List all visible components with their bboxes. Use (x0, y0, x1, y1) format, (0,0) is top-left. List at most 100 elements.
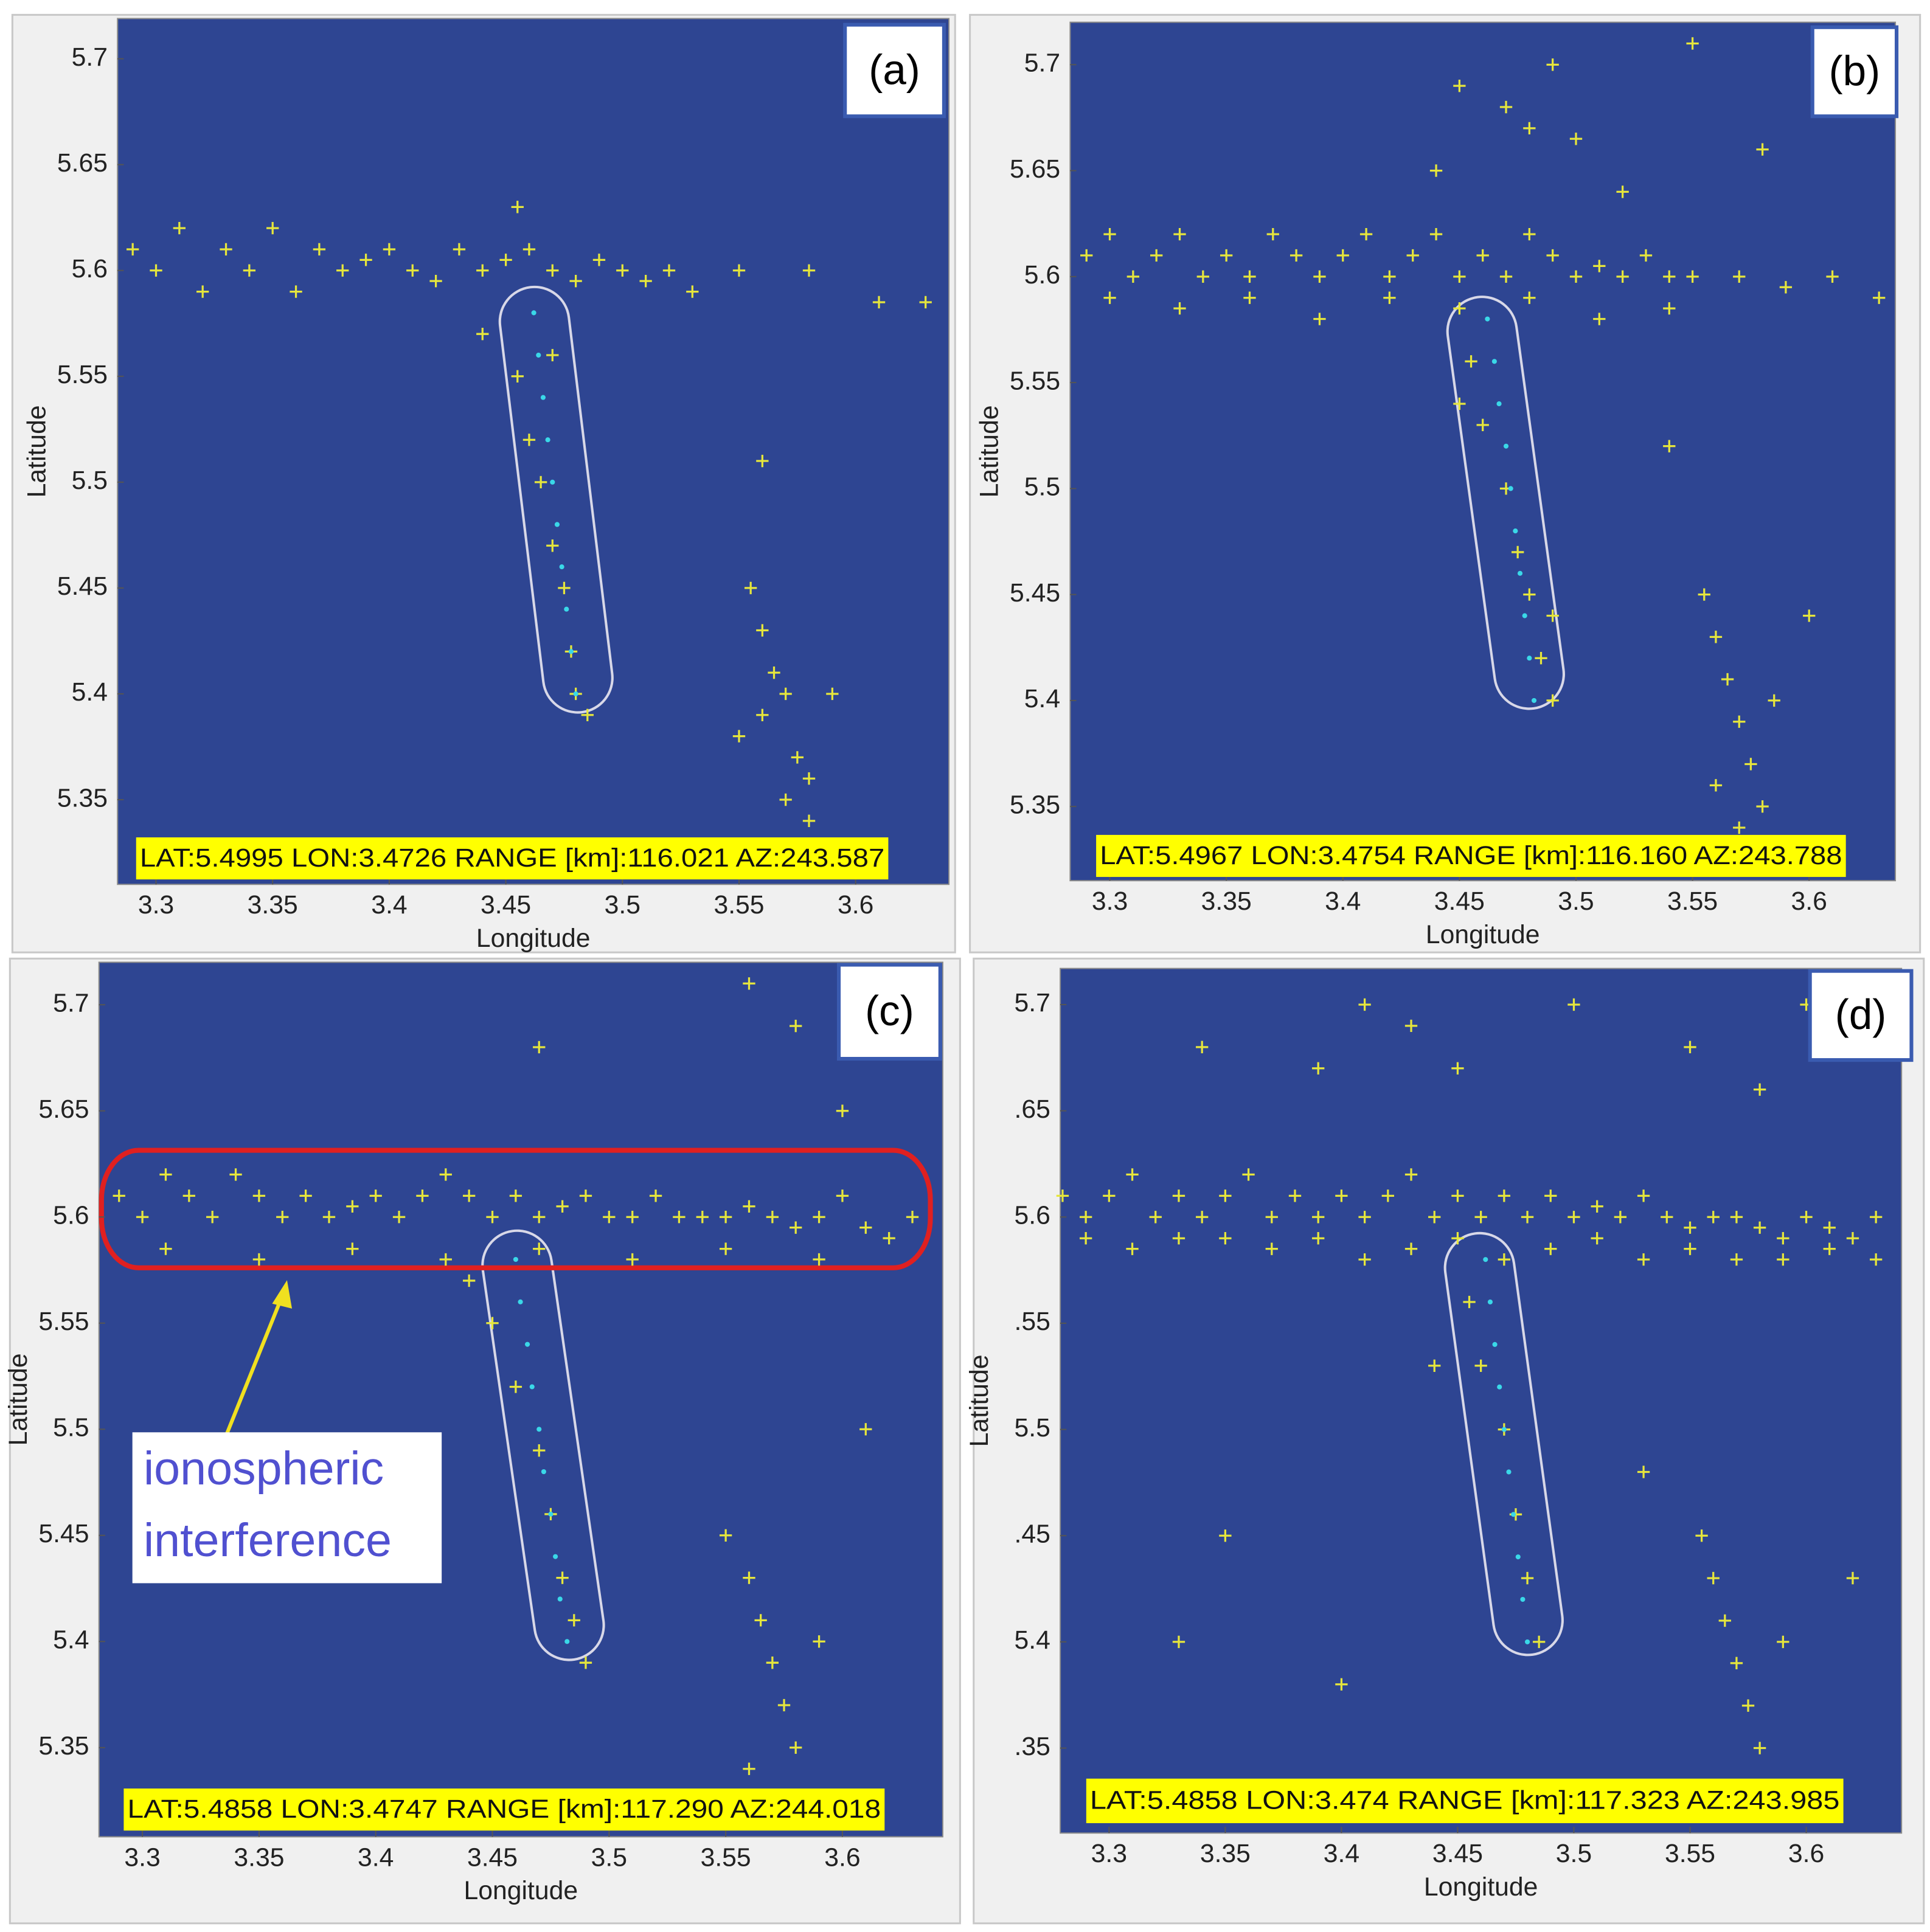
x-tick-label: 3.35 (1200, 1839, 1251, 1868)
plus-marker (719, 1242, 732, 1255)
plus-marker (662, 264, 676, 277)
plus-marker (1523, 588, 1536, 601)
plus-marker (754, 1614, 767, 1627)
plus-marker (1079, 1211, 1092, 1224)
plus-marker (568, 1614, 580, 1627)
dot-marker (1522, 613, 1527, 618)
x-axis-label: Longitude (476, 924, 591, 953)
plus-marker (603, 1211, 616, 1224)
plus-marker (1451, 1232, 1464, 1245)
dot-marker (541, 1469, 546, 1475)
plus-marker (1733, 821, 1746, 834)
x-tick-label: 3.5 (1558, 887, 1594, 916)
dot-marker (557, 1596, 563, 1602)
dot-marker (548, 1511, 554, 1517)
x-tick-label: 3.55 (1665, 1839, 1715, 1868)
plus-marker (1569, 133, 1583, 145)
y-tick-label: 5.45 (1010, 578, 1060, 608)
plus-marker (1546, 58, 1559, 71)
plus-marker (732, 264, 746, 277)
dot-marker (1491, 359, 1497, 364)
plus-marker (1733, 270, 1746, 283)
info-text: LAT:5.4858 LON:3.4747 RANGE [km]:117.290… (128, 1795, 881, 1824)
plus-marker (196, 285, 209, 298)
plus-marker (1709, 631, 1723, 643)
plus-marker (1695, 1529, 1708, 1542)
plus-marker (1826, 270, 1839, 283)
plus-marker (1173, 227, 1186, 241)
plus-marker (1103, 227, 1116, 241)
x-tick-label: 3.45 (481, 890, 531, 919)
plus-marker (533, 1242, 546, 1255)
plus-marker (872, 296, 886, 309)
dot-marker (1515, 1554, 1521, 1560)
plus-marker (369, 1189, 382, 1202)
y-tick-label: 5.35 (38, 1731, 89, 1761)
y-tick-label: 5.7 (72, 43, 108, 72)
y-tick-label: 5.55 (57, 360, 108, 389)
dot-marker (1497, 1384, 1502, 1390)
plus-marker (1593, 260, 1606, 272)
plus-marker (1498, 1253, 1511, 1266)
plus-marker (439, 1253, 452, 1266)
plus-marker (1079, 1232, 1092, 1245)
dot-marker (531, 310, 536, 316)
y-tick-label: 5.5 (53, 1413, 89, 1442)
plus-marker (499, 254, 512, 266)
track-inner (501, 288, 611, 712)
plus-marker (159, 1242, 172, 1255)
y-tick-label: .55 (1014, 1307, 1050, 1336)
info-box (1096, 834, 1846, 878)
plus-marker (1800, 1211, 1813, 1224)
plus-marker (790, 1019, 802, 1033)
plus-marker (1453, 80, 1466, 92)
plus-marker (476, 328, 489, 341)
y-tick-label: 5.7 (1024, 49, 1060, 78)
plus-marker (546, 539, 559, 552)
plus-marker (511, 370, 524, 383)
plus-marker (1453, 302, 1466, 315)
plus-marker (1523, 122, 1536, 135)
plus-marker (1684, 1221, 1696, 1234)
plus-marker (626, 1253, 639, 1266)
plus-marker (1242, 1168, 1255, 1181)
plus-marker (790, 1741, 802, 1754)
plus-marker (1873, 291, 1886, 304)
plus-marker (534, 476, 547, 489)
plus-marker (1686, 270, 1699, 283)
plus-marker (719, 1529, 732, 1542)
plus-marker (1709, 779, 1723, 792)
plus-marker (1149, 1211, 1162, 1224)
plus-marker (1056, 1189, 1069, 1202)
plus-marker (1777, 1253, 1789, 1266)
plus-marker (462, 1189, 476, 1202)
plus-marker (1663, 270, 1676, 283)
plus-marker (290, 285, 302, 298)
plus-marker (1777, 1635, 1789, 1649)
plus-marker (1523, 227, 1536, 241)
plus-marker (1219, 1529, 1232, 1542)
plus-marker (1126, 270, 1140, 283)
plus-marker (276, 1211, 289, 1224)
dot-marker (564, 606, 569, 612)
plus-marker (1313, 313, 1326, 325)
plus-marker (743, 1762, 755, 1775)
x-tick-label: 3.45 (1432, 1839, 1483, 1868)
y-tick-label: 5.4 (1014, 1626, 1050, 1655)
plus-marker (592, 254, 606, 266)
plus-marker (1614, 1211, 1627, 1224)
plus-marker (719, 1211, 732, 1224)
plus-marker (1429, 227, 1443, 241)
dot-marker (568, 649, 574, 654)
plus-marker (1429, 164, 1443, 177)
info-text: LAT:5.4995 LON:3.4726 RANGE [km]:116.021… (140, 843, 884, 873)
y-tick-label: 5.4 (1024, 684, 1060, 713)
dot-marker (564, 1639, 570, 1644)
plus-marker (1730, 1657, 1743, 1669)
track-inner (1448, 298, 1563, 708)
plus-marker (732, 730, 746, 743)
plus-marker (1498, 1189, 1511, 1202)
plus-marker (1150, 249, 1163, 262)
plus-marker (1733, 715, 1746, 728)
